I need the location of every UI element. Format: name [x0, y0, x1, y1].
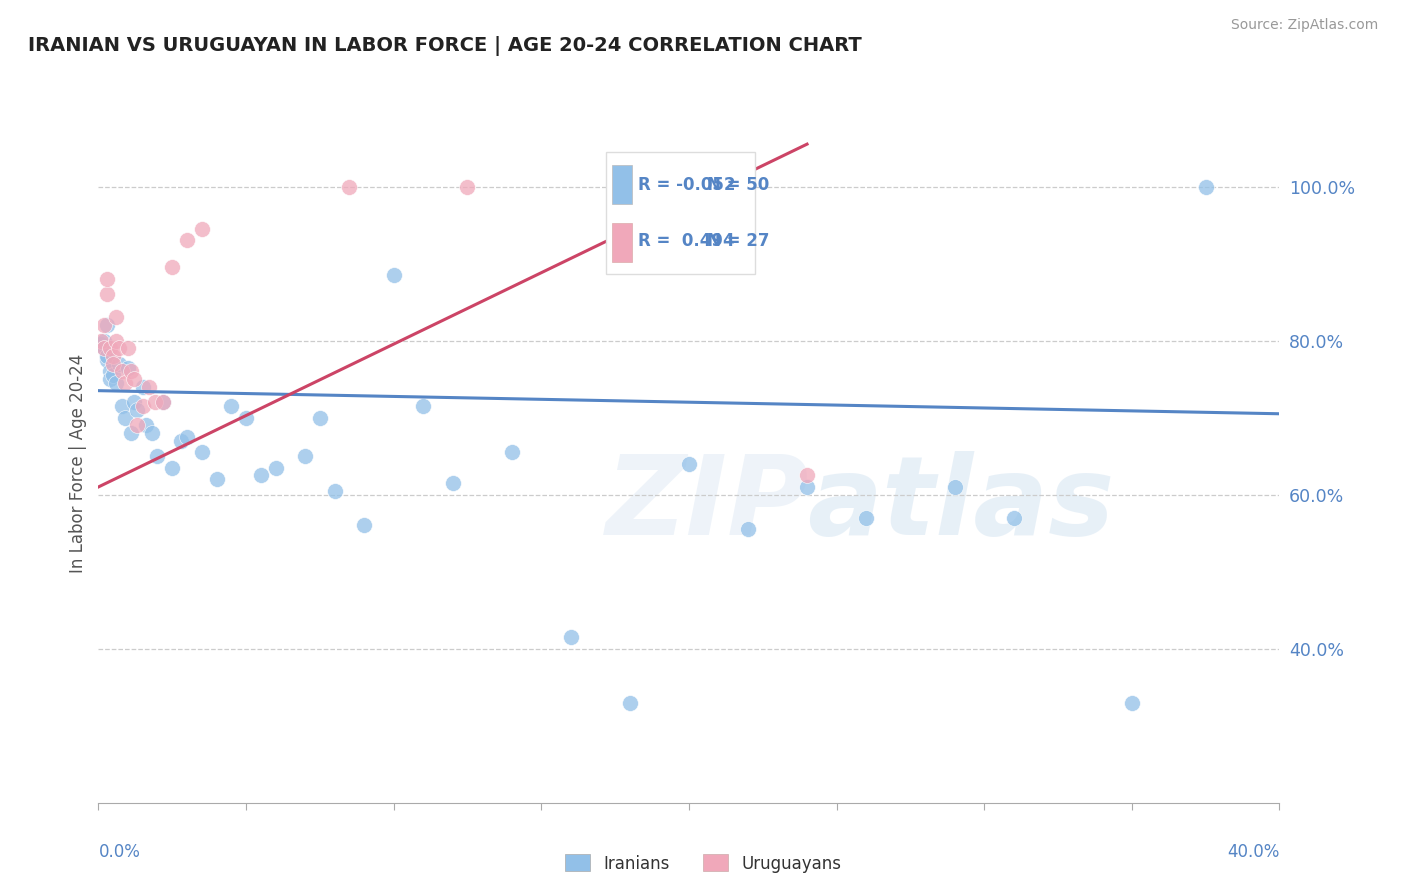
Point: [96, 272, 118, 286]
Point: [98, 372, 121, 386]
Text: atlas: atlas: [807, 451, 1115, 558]
Point: [382, 268, 405, 282]
Point: [93, 318, 115, 333]
Point: [162, 460, 183, 475]
Point: [1002, 510, 1025, 524]
Text: Source: ZipAtlas.com: Source: ZipAtlas.com: [1230, 18, 1378, 32]
Point: [1121, 696, 1143, 710]
Point: [339, 179, 360, 194]
Point: [132, 399, 155, 413]
Point: [1195, 179, 1218, 194]
Point: [191, 445, 214, 459]
Point: [105, 334, 128, 348]
Text: N = 27: N = 27: [707, 232, 770, 250]
Point: [93, 334, 115, 348]
Point: [170, 434, 193, 448]
Point: [855, 510, 877, 524]
Text: R =  0.494: R = 0.494: [637, 232, 734, 250]
Text: 40.0%: 40.0%: [1227, 844, 1279, 862]
Point: [191, 222, 214, 236]
Point: [138, 380, 160, 394]
Point: [111, 364, 134, 378]
Point: [152, 395, 174, 409]
Point: [441, 476, 464, 491]
FancyBboxPatch shape: [606, 152, 755, 274]
Point: [678, 457, 700, 471]
Point: [103, 349, 125, 363]
Y-axis label: In Labor Force | Age 20-24: In Labor Force | Age 20-24: [69, 354, 87, 574]
Point: [90, 337, 112, 351]
Point: [105, 310, 128, 325]
Bar: [612, 165, 631, 204]
Point: [353, 518, 375, 533]
Point: [162, 260, 183, 275]
Bar: [612, 223, 631, 262]
Text: 0.0%: 0.0%: [98, 844, 141, 862]
Point: [108, 357, 131, 371]
Point: [309, 410, 332, 425]
Point: [264, 460, 287, 475]
Point: [132, 380, 155, 394]
Point: [117, 341, 139, 355]
Point: [122, 395, 145, 409]
Text: IRANIAN VS URUGUAYAN IN LABOR FORCE | AGE 20-24 CORRELATION CHART: IRANIAN VS URUGUAYAN IN LABOR FORCE | AG…: [28, 36, 862, 55]
Point: [103, 368, 125, 383]
Point: [111, 399, 134, 413]
Point: [619, 696, 641, 710]
Point: [114, 410, 136, 425]
Point: [114, 376, 136, 390]
Text: N = 50: N = 50: [707, 176, 769, 194]
Point: [93, 341, 115, 355]
Point: [120, 425, 142, 440]
Point: [125, 403, 148, 417]
Point: [146, 449, 169, 463]
Point: [96, 349, 118, 363]
Point: [250, 468, 273, 483]
Point: [141, 425, 163, 440]
Point: [98, 341, 121, 355]
Point: [96, 349, 118, 363]
Point: [412, 399, 434, 413]
Point: [98, 364, 121, 378]
Point: [294, 449, 316, 463]
Point: [108, 341, 131, 355]
Point: [96, 287, 118, 301]
Point: [219, 399, 242, 413]
Point: [205, 472, 228, 486]
Point: [737, 522, 759, 536]
Point: [152, 395, 174, 409]
Point: [120, 364, 142, 378]
Point: [93, 341, 115, 355]
Point: [117, 360, 139, 375]
Point: [235, 410, 257, 425]
Point: [135, 418, 157, 433]
Text: ZIP: ZIP: [606, 451, 810, 558]
Point: [796, 480, 818, 494]
Legend: Iranians, Uruguayans: Iranians, Uruguayans: [558, 847, 848, 880]
Point: [796, 468, 818, 483]
Point: [176, 234, 198, 248]
Point: [501, 445, 523, 459]
Text: R = -0.052: R = -0.052: [637, 176, 735, 194]
Point: [96, 318, 118, 333]
Point: [560, 630, 582, 644]
Point: [122, 372, 145, 386]
Point: [456, 179, 478, 194]
Point: [176, 430, 198, 444]
Point: [125, 418, 148, 433]
Point: [103, 357, 125, 371]
Point: [943, 480, 966, 494]
Point: [143, 395, 166, 409]
Point: [105, 376, 128, 390]
Point: [323, 483, 346, 498]
Point: [96, 352, 118, 367]
Point: [90, 334, 112, 348]
